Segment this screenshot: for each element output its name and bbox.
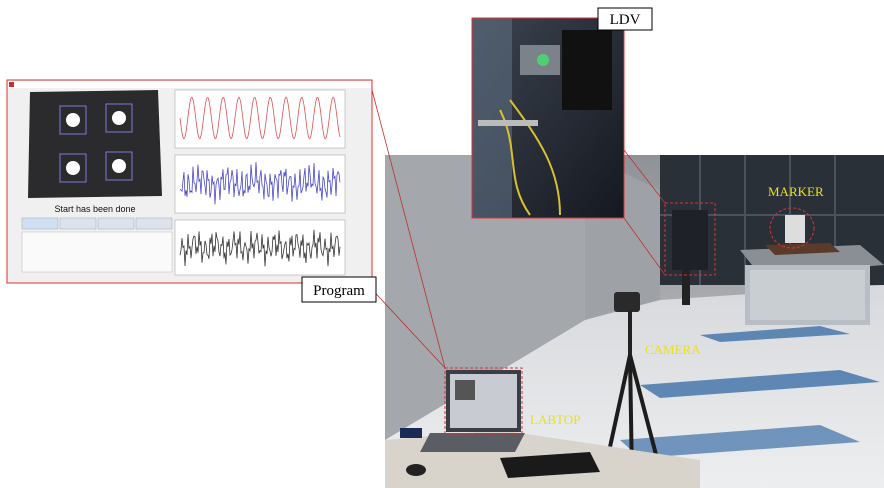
ldv-inset	[472, 18, 624, 218]
ldv-callout: LDV	[610, 12, 641, 28]
camera-label: CAMERA	[645, 342, 701, 357]
marker-label: MARKER	[768, 184, 824, 199]
program-window: Start has been done	[7, 80, 372, 283]
laptop-label: LABTOP	[530, 412, 580, 427]
program-status: Start has been done	[54, 204, 135, 214]
figure: MARKER CAMERA LABTOP LDV Start h	[0, 0, 884, 488]
program-callout: Program	[313, 283, 365, 299]
lab-photo	[385, 155, 884, 488]
